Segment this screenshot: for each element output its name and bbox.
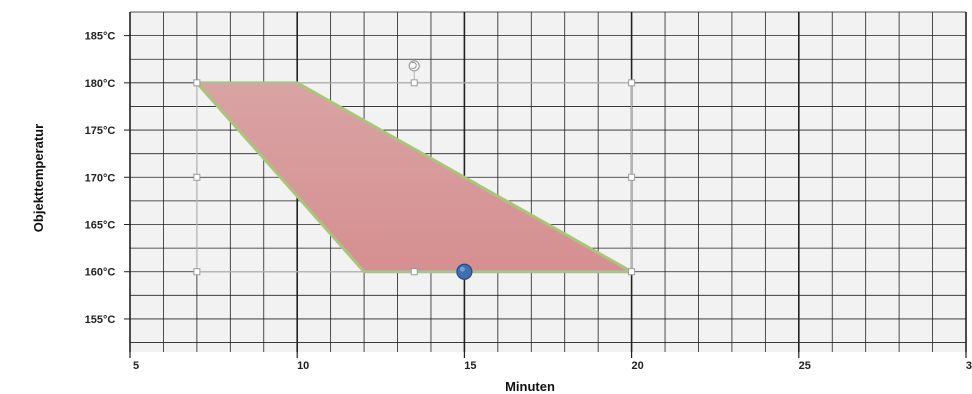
x-tick-label: 25 — [799, 360, 811, 372]
plot-area — [130, 12, 966, 352]
x-axis-ticks: 5 10 15 20 25 30 — [129, 352, 972, 372]
x-tick-label: 30 — [966, 360, 972, 372]
y-tick-label: 160°C — [85, 267, 116, 279]
y-tick-label: 170°C — [85, 172, 116, 184]
y-tick-label: 165°C — [85, 220, 116, 232]
resize-handle[interactable] — [193, 79, 201, 87]
resize-handle[interactable] — [628, 173, 636, 181]
plot-background — [130, 12, 966, 352]
y-tick-label: 175°C — [85, 125, 116, 137]
marker-layer — [456, 263, 473, 280]
resize-handle[interactable] — [410, 79, 418, 87]
y-axis-title: Objekttemperatur — [31, 124, 46, 232]
x-tick-label: 5 — [133, 360, 139, 372]
marker-highlight — [459, 266, 465, 272]
x-axis-title: Minuten — [505, 379, 555, 394]
selection-layer — [193, 60, 636, 276]
rotate-arrow-icon — [411, 61, 417, 69]
y-tick-label: 155°C — [85, 314, 116, 326]
resize-handle[interactable] — [628, 79, 636, 87]
y-axis-ticks: 155°C 160°C 165°C 170°C 175°C 180°C 185°C — [85, 31, 130, 326]
x-tick-label: 15 — [464, 360, 476, 372]
y-tick-label: 180°C — [85, 78, 116, 90]
resize-handle[interactable] — [628, 268, 636, 276]
resize-handle[interactable] — [410, 268, 418, 276]
resize-handle[interactable] — [193, 173, 201, 181]
y-tick-label: 185°C — [85, 31, 116, 43]
x-tick-label: 20 — [631, 360, 643, 372]
resize-handle[interactable] — [193, 268, 201, 276]
data-point-marker[interactable] — [456, 263, 473, 280]
x-tick-label: 10 — [297, 360, 309, 372]
